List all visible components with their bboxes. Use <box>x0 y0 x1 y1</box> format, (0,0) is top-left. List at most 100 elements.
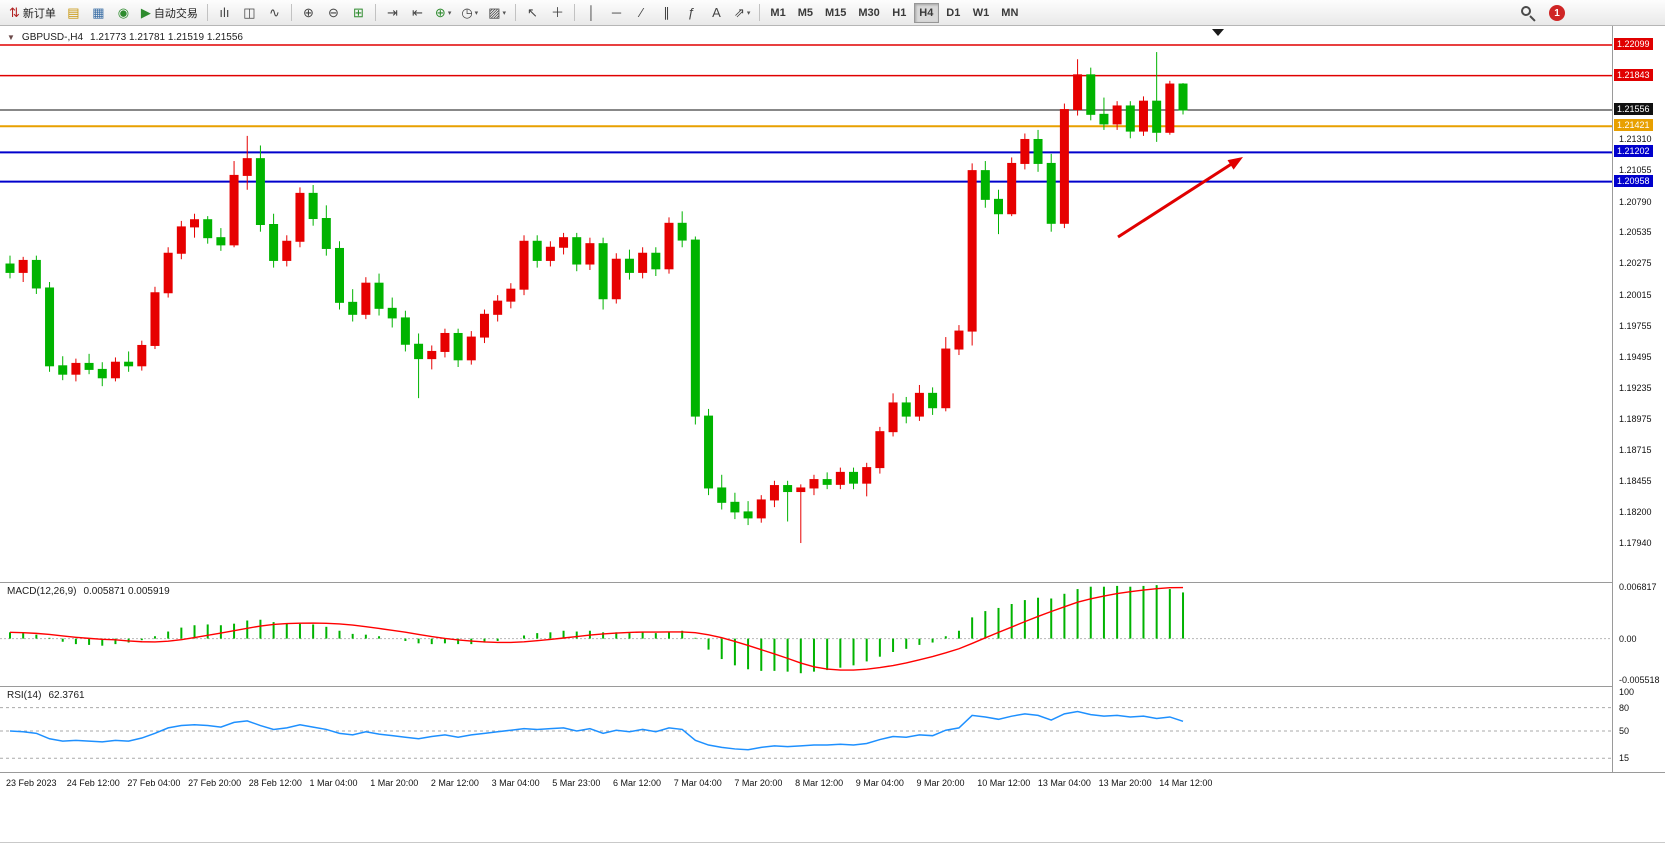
indicators-icon[interactable]: ⊕ ▾ <box>431 2 455 24</box>
rsi-axis-label: 100 <box>1619 687 1635 697</box>
charts-icon[interactable]: ▤ <box>62 2 85 24</box>
time-label: 13 Mar 04:00 <box>1037 778 1091 788</box>
time-axis[interactable]: 23 Feb 2023 24 Feb 12:00 27 Feb 04:00 27 Fe… <box>0 772 1665 798</box>
navigator-icon: ◉ <box>117 5 130 20</box>
channel-icon: ∥ <box>663 5 670 20</box>
arrows-icon-caret[interactable]: ▾ <box>746 9 751 17</box>
vertical-line-icon[interactable]: │ <box>580 2 603 24</box>
trend-arrow[interactable] <box>1117 157 1243 239</box>
time-label: 2 Mar 12:00 <box>430 778 479 788</box>
vertical-line-icon: │ <box>587 5 596 20</box>
macd-axis-label: -0.005518 <box>1619 675 1660 685</box>
macd-indicator-name: MACD(12,26,9) <box>7 586 77 597</box>
zoom-out-icon[interactable]: ⊖ <box>322 2 345 24</box>
channel-icon[interactable]: ∥ <box>655 2 678 24</box>
toolbar-separator <box>574 4 575 21</box>
time-label: 24 Feb 12:00 <box>66 778 120 788</box>
macd-label: MACD(12,26,9) 0.005871 0.005919 <box>7 586 170 597</box>
time-label: 6 Mar 12:00 <box>613 778 662 788</box>
text-icon[interactable]: A <box>705 2 728 24</box>
notification-badge[interactable]: 1 <box>1549 5 1565 21</box>
time-label: 3 Mar 04:00 <box>491 778 540 788</box>
search-icon-circle <box>1521 6 1531 16</box>
one-click-expander-icon[interactable]: ▼ <box>7 33 15 42</box>
price-tick: 1.20535 <box>1619 227 1652 238</box>
zoom-in-icon[interactable]: ⊕ <box>297 2 320 24</box>
price-chart-canvas[interactable] <box>0 26 1612 582</box>
macd-indicator-values: 0.005871 0.005919 <box>83 586 170 597</box>
periods-icon[interactable]: ◷ ▾ <box>457 2 482 24</box>
horizontal-line-icon[interactable]: ─ <box>605 2 628 24</box>
timeframe-mn[interactable]: MN <box>1001 6 1019 19</box>
templates-icon: ▨ <box>488 5 501 20</box>
search-icon[interactable] <box>1519 4 1537 22</box>
trendline-icon[interactable]: ∕ <box>630 2 653 24</box>
toolbar-separator <box>374 4 376 21</box>
line-chart-icon[interactable]: ∿ <box>263 2 286 24</box>
time-label: 9 Mar 20:00 <box>916 778 965 788</box>
timeframe-m5[interactable]: M5 <box>797 6 813 19</box>
market-watch-icon[interactable]: ▦ <box>87 2 110 24</box>
candlestick-chart-icon[interactable]: ◫ <box>238 2 261 24</box>
bar-chart-icon[interactable]: ılı <box>213 2 236 24</box>
timeframe-w1[interactable]: W1 <box>972 6 990 19</box>
time-label: 10 Mar 12:00 <box>977 778 1031 788</box>
chart-area[interactable]: ▼ GBPUSD-,H4 1.21773 1.21781 1.21519 1.2… <box>0 26 1665 842</box>
search-icon-handle <box>1529 15 1536 22</box>
time-label: 9 Mar 04:00 <box>855 778 904 788</box>
timeframe-m1[interactable]: M1 <box>770 6 786 19</box>
tile-windows-icon[interactable]: ⊞ <box>347 2 370 24</box>
timeframe-m15[interactable]: M15 <box>824 6 847 19</box>
rsi-label: RSI(14) 62.3761 <box>7 690 85 701</box>
panel-divider <box>0 686 1665 687</box>
panel-divider <box>0 582 1665 583</box>
price-label-1.21556: 1.21556 <box>1614 103 1653 116</box>
cursor-icon: ↖ <box>527 5 538 20</box>
timeframe-m30[interactable]: M30 <box>858 6 880 19</box>
tile-windows-icon: ⊞ <box>352 5 364 20</box>
fibonacci-icon[interactable]: ƒ <box>680 2 703 24</box>
templates-icon[interactable]: ▨ ▾ <box>484 2 510 24</box>
auto-scroll-icon[interactable]: ⇥ <box>381 2 404 24</box>
text-icon: A <box>712 5 721 20</box>
rsi-panel-canvas[interactable] <box>0 686 1612 772</box>
crosshair-icon[interactable]: ＋ <box>546 2 569 24</box>
rsi-indicator-value: 62.3761 <box>48 690 85 701</box>
price-axis[interactable]: 1.21310 1.21055 1.20790 1.20535 1.20275 1.200… <box>1612 26 1665 772</box>
toolbar: ⇅ 新订单 ▤ ▦ ◉ ▶ 自动交易 ılı ◫ ∿ ⊕ ⊖ ⊞ ⇥ ⇤ ⊕ ▾ ◷ ▾ ▨ ▾ ↖ ＋ │ ─ ∕ ∥ ƒ A ⇗ ▾ M… <box>0 0 1665 26</box>
cursor-icon[interactable]: ↖ <box>521 2 544 24</box>
timeframe-h1[interactable]: H1 <box>892 6 907 19</box>
price-tick: 1.19235 <box>1619 382 1652 393</box>
rsi-axis-label: 50 <box>1619 726 1630 736</box>
templates-icon-caret[interactable]: ▾ <box>502 9 506 17</box>
timeframe-h4[interactable]: H4 <box>913 2 939 23</box>
chart-shift-icon[interactable]: ⇤ <box>406 2 429 24</box>
price-label-1.22099: 1.22099 <box>1614 38 1653 50</box>
rsi-axis-label: 15 <box>1619 753 1630 764</box>
price-tick: 1.20790 <box>1619 196 1652 207</box>
macd-panel-canvas[interactable] <box>0 582 1612 686</box>
crosshair-icon: ＋ <box>550 5 564 20</box>
price-label-1.21843: 1.21843 <box>1614 68 1653 81</box>
rsi-axis-label: 80 <box>1619 702 1630 713</box>
time-label: 7 Mar 20:00 <box>734 778 783 788</box>
price-tick: 1.17940 <box>1619 538 1652 549</box>
toolbar-separator <box>206 4 208 21</box>
fibonacci-icon: ƒ <box>687 5 696 20</box>
arrows-icon[interactable]: ⇗ ▾ <box>730 2 754 24</box>
price-label-1.21421: 1.21421 <box>1614 119 1653 132</box>
navigator-icon[interactable]: ◉ <box>112 2 135 24</box>
price-tick: 1.21055 <box>1619 165 1652 176</box>
autotrade-button[interactable]: ▶ 自动交易 <box>137 2 202 24</box>
timeframe-d1[interactable]: D1 <box>946 6 961 19</box>
indicators-icon-caret[interactable]: ▾ <box>447 9 452 17</box>
auto-scroll-icon: ⇥ <box>386 5 398 20</box>
time-label: 13 Mar 20:00 <box>1098 778 1152 788</box>
timeframe-group: M1 M5 M15 M30 H1 H4 D1 W1 MN <box>764 0 1024 25</box>
new-order-button[interactable]: ⇅ 新订单 <box>5 2 60 24</box>
periods-icon-caret[interactable]: ▾ <box>474 9 479 17</box>
chart-shift-marker[interactable] <box>1212 29 1224 36</box>
macd-signal-line <box>9 586 1184 671</box>
rsi-indicator-name: RSI(14) <box>7 690 42 701</box>
